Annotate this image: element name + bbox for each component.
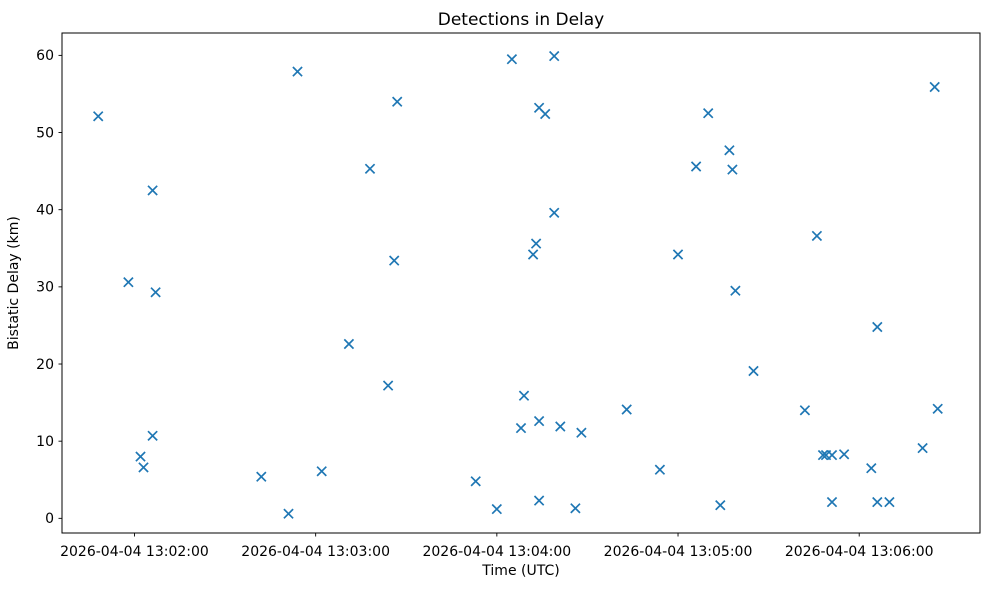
- data-point-x-marker: [530, 238, 542, 249]
- data-point-x-marker: [654, 464, 666, 475]
- x-tick-label: 2026-04-04 13:02:00: [60, 544, 209, 560]
- data-point-x-marker: [256, 471, 267, 482]
- data-point-x-marker: [123, 276, 134, 288]
- x-tick-label: 2026-04-04 13:03:00: [241, 544, 390, 560]
- data-point-x-marker: [838, 449, 850, 460]
- y-tick-label: 20: [36, 357, 54, 373]
- data-point-x-marker: [150, 287, 161, 298]
- data-point-x-marker: [866, 462, 877, 474]
- data-point-x-marker: [727, 164, 738, 175]
- data-point-x-marker: [138, 462, 149, 473]
- data-points-layer: [92, 50, 943, 519]
- data-point-x-marker: [570, 503, 581, 514]
- data-point-x-marker: [548, 207, 560, 219]
- data-point-x-marker: [491, 503, 503, 515]
- data-point-x-marker: [539, 108, 551, 120]
- y-tick-label: 10: [36, 434, 54, 450]
- data-point-x-marker: [702, 107, 714, 119]
- data-point-x-marker: [533, 415, 545, 427]
- data-point-x-marker: [929, 81, 940, 93]
- data-point-x-marker: [527, 249, 539, 260]
- data-point-x-marker: [533, 495, 545, 506]
- data-point-x-marker: [917, 442, 928, 454]
- data-point-x-marker: [548, 50, 560, 62]
- y-tick-label: 30: [36, 280, 54, 296]
- data-point-x-marker: [748, 365, 759, 377]
- data-point-x-marker: [715, 499, 726, 511]
- data-point-x-marker: [724, 145, 735, 156]
- data-point-x-marker: [147, 430, 158, 442]
- data-point-x-marker: [316, 466, 327, 477]
- data-point-x-marker: [884, 496, 895, 508]
- y-axis-label: Bistatic Delay (km): [6, 216, 22, 350]
- data-point-x-marker: [364, 163, 376, 175]
- data-point-x-marker: [932, 403, 943, 415]
- data-point-x-marker: [872, 496, 883, 508]
- data-point-x-marker: [621, 404, 632, 415]
- data-point-x-marker: [147, 185, 158, 196]
- x-tick-label: 2026-04-04 13:06:00: [785, 544, 934, 560]
- data-point-x-marker: [343, 338, 355, 350]
- data-point-x-marker: [817, 449, 829, 461]
- data-point-x-marker: [292, 66, 303, 77]
- data-point-x-marker: [799, 405, 811, 416]
- y-tick-label: 60: [36, 48, 54, 64]
- data-point-x-marker: [872, 321, 883, 333]
- data-point-x-marker: [690, 161, 702, 172]
- data-point-x-marker: [730, 285, 741, 296]
- data-point-x-marker: [826, 496, 838, 508]
- x-tick-label: 2026-04-04 13:05:00: [604, 544, 753, 560]
- data-point-x-marker: [672, 249, 684, 260]
- y-tick-label: 0: [45, 511, 54, 527]
- chart-title: Detections in Delay: [438, 10, 605, 30]
- data-point-x-marker: [283, 508, 294, 519]
- data-point-x-marker: [576, 427, 587, 438]
- ticks-layer: 2026-04-04 13:02:00 2026-04-04 13:03:00 20…: [36, 48, 933, 560]
- data-point-x-marker: [382, 380, 394, 391]
- y-tick-label: 50: [36, 125, 54, 141]
- data-point-x-marker: [515, 422, 527, 434]
- data-point-x-marker: [92, 111, 104, 122]
- data-point-x-marker: [388, 255, 400, 266]
- x-axis-label: Time (UTC): [481, 563, 559, 579]
- data-point-x-marker: [811, 230, 823, 242]
- data-point-x-marker: [470, 476, 481, 487]
- data-point-x-marker: [826, 449, 838, 461]
- data-point-x-marker: [135, 451, 146, 462]
- data-point-x-marker: [555, 421, 566, 432]
- data-point-x-marker: [391, 96, 403, 107]
- x-tick-label: 2026-04-04 13:04:00: [422, 544, 571, 560]
- data-point-x-marker: [518, 390, 530, 401]
- data-point-x-marker: [506, 53, 518, 65]
- axes-border: [61, 32, 981, 534]
- y-tick-label: 40: [36, 202, 54, 218]
